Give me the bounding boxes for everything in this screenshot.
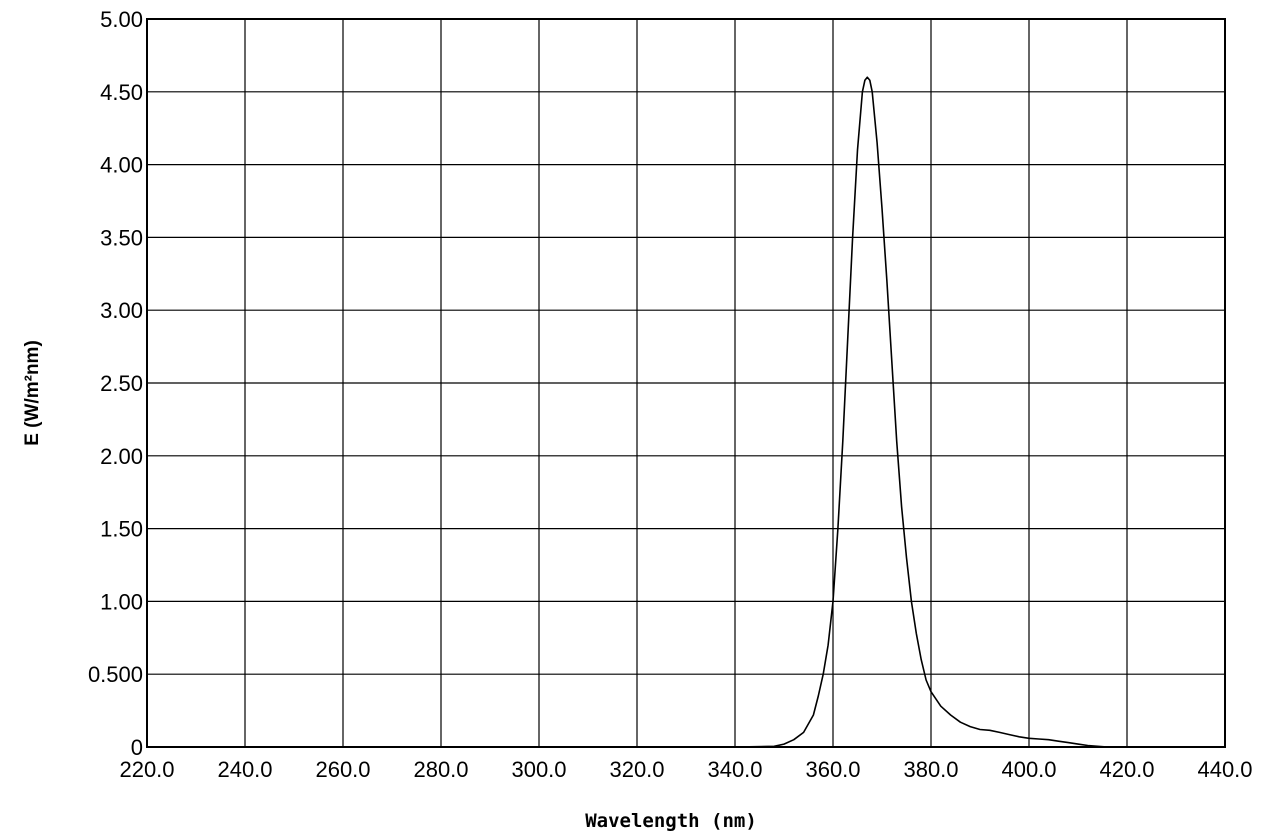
y-tick-label: 1.50 [100,517,143,542]
x-tick-label: 240.0 [217,757,272,782]
y-tick-label: 2.00 [100,444,143,469]
x-tick-label: 440.0 [1197,757,1252,782]
y-tick-label: 4.50 [100,80,143,105]
plot-frame [146,18,1226,748]
y-tick-label: 3.50 [100,225,143,250]
x-tick-labels: 220.0 240.0 260.0 280.0 300.0 320.0 340.0 360.0… [119,757,1252,782]
x-tick-label: 300.0 [511,757,566,782]
x-tick-label: 340.0 [707,757,762,782]
y-tick-label: 3.00 [100,298,143,323]
x-tick-label: 420.0 [1099,757,1154,782]
y-tick-label: 2.50 [100,371,143,396]
series-line [147,76,1225,748]
y-tick-label: 0 [131,735,143,760]
y-tick-label: 4.00 [100,153,143,178]
x-tick-label: 220.0 [119,757,174,782]
series-layer [147,76,1225,748]
x-tick-label: 360.0 [805,757,860,782]
y-tick-label: 1.00 [100,589,143,614]
y-axis-label: E (W/m²nm) [22,340,43,446]
y-tick-label: 5.00 [100,7,143,32]
x-tick-label: 280.0 [413,757,468,782]
x-tick-label: 400.0 [1001,757,1056,782]
x-tick-label: 260.0 [315,757,370,782]
x-tick-label: 320.0 [609,757,664,782]
y-tick-labels: 0 0.500 1.00 1.50 2.00 2.50 3.00 3.50 4.00 4.50 5.… [88,7,143,760]
x-axis-label: Wavelength (nm) [585,810,757,832]
y-tick-label: 0.500 [88,662,143,687]
grid [146,18,1226,748]
x-tick-label: 380.0 [903,757,958,782]
